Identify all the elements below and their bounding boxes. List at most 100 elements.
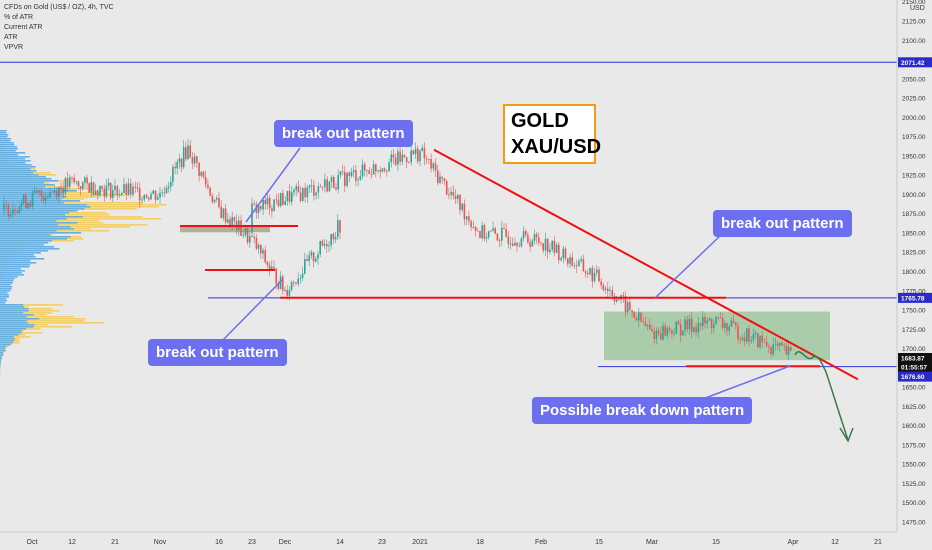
candle-body bbox=[573, 265, 576, 267]
candle-body bbox=[454, 195, 457, 200]
vpvr-bar-yellow bbox=[0, 326, 73, 328]
projection-arrow-head bbox=[839, 427, 854, 443]
vpvr-bar-yellow bbox=[0, 316, 74, 318]
candle-body bbox=[333, 177, 335, 188]
vpvr-bar-blue bbox=[0, 168, 31, 170]
candle-body bbox=[757, 333, 759, 348]
candle-body bbox=[397, 151, 399, 165]
candle-body bbox=[334, 237, 337, 240]
candle-body bbox=[423, 147, 426, 159]
candle-body bbox=[75, 181, 78, 183]
candle-body bbox=[717, 316, 719, 318]
currency-label: USD bbox=[910, 5, 925, 12]
candle-body bbox=[257, 244, 260, 249]
y-tick-label: 1800.00 bbox=[902, 269, 926, 276]
candle-body bbox=[266, 262, 269, 265]
candle-body bbox=[613, 296, 616, 302]
y-tick-label: 1925.00 bbox=[902, 173, 926, 180]
candle-body bbox=[697, 323, 700, 333]
candle-body bbox=[306, 259, 308, 261]
candle-body bbox=[282, 276, 284, 291]
candle-body bbox=[459, 194, 461, 211]
vpvr-bar-blue bbox=[0, 258, 45, 260]
candle-body bbox=[684, 319, 686, 331]
price-badge-label: 1676.60 bbox=[901, 374, 925, 381]
candle-body bbox=[542, 243, 544, 251]
candle-body bbox=[291, 192, 293, 202]
candle-body bbox=[737, 325, 739, 340]
candle-body bbox=[622, 295, 625, 297]
vpvr-bar-blue bbox=[0, 184, 55, 186]
candle-body bbox=[693, 327, 695, 332]
candle-body bbox=[688, 318, 691, 330]
candle-body bbox=[657, 330, 660, 334]
candle-body bbox=[615, 299, 618, 302]
candle-body bbox=[268, 265, 271, 269]
vpvr-bar-blue bbox=[0, 214, 66, 216]
vpvr-bar-yellow bbox=[0, 322, 104, 324]
callout-breakdown: Possible break down pattern bbox=[532, 397, 753, 424]
vpvr-bar-blue bbox=[0, 356, 3, 358]
candle-body bbox=[279, 276, 282, 289]
candle-body bbox=[328, 181, 331, 192]
candle-body bbox=[344, 172, 346, 187]
candle-body bbox=[596, 269, 598, 273]
vpvr-bar-yellow bbox=[0, 218, 162, 220]
candle-body bbox=[204, 177, 207, 185]
candle-body bbox=[417, 148, 419, 162]
candle-body bbox=[450, 192, 452, 195]
candle-body bbox=[275, 199, 278, 201]
pointer-right bbox=[654, 235, 721, 299]
price-badge-label: 1683.87 bbox=[901, 356, 925, 363]
candle-body bbox=[578, 260, 580, 267]
candle-body bbox=[211, 195, 214, 202]
vpvr-bar-blue bbox=[0, 344, 11, 346]
vpvr-bar-blue bbox=[0, 230, 57, 232]
candle-body bbox=[421, 147, 423, 151]
candle-body bbox=[310, 252, 313, 256]
candle-body bbox=[768, 346, 770, 347]
vpvr-bar-yellow bbox=[0, 202, 143, 204]
candle-body bbox=[103, 188, 106, 197]
candle-body bbox=[706, 320, 708, 324]
x-tick-label: Nov bbox=[154, 539, 167, 546]
candle-body bbox=[143, 195, 145, 200]
chart-legend-title: CFDs on Gold (US$ / OZ), 4h, TVC bbox=[4, 4, 114, 11]
candle-body bbox=[330, 234, 332, 246]
candle-body bbox=[180, 158, 183, 168]
candle-body bbox=[558, 244, 560, 260]
candle-body bbox=[178, 158, 181, 163]
vpvr-bar-blue bbox=[0, 322, 28, 324]
vpvr-bar-blue bbox=[0, 278, 15, 280]
x-tick-label: 14 bbox=[336, 539, 344, 546]
candle-body bbox=[323, 244, 326, 246]
candle-body bbox=[516, 243, 518, 246]
candle-body bbox=[752, 334, 755, 341]
candle-body bbox=[392, 154, 395, 158]
y-tick-label: 1600.00 bbox=[902, 423, 926, 430]
candle-body bbox=[726, 323, 728, 331]
candle-body bbox=[649, 324, 651, 329]
candle-body bbox=[90, 182, 93, 193]
vpvr-bar-blue bbox=[0, 292, 8, 294]
candle-body bbox=[64, 178, 67, 194]
candle-body bbox=[626, 302, 629, 312]
price-badge-label: 1765.78 bbox=[901, 295, 925, 302]
legend-indicator-pct-atr: % of ATR bbox=[4, 14, 34, 21]
vpvr-bar-blue bbox=[0, 170, 37, 172]
candle-body bbox=[388, 162, 390, 171]
vpvr-bar-blue bbox=[0, 164, 32, 166]
x-tick-label: Mar bbox=[646, 539, 659, 546]
candle-body bbox=[62, 188, 64, 194]
candle-body bbox=[136, 187, 139, 189]
gold-title-line1: GOLD bbox=[511, 110, 569, 132]
candle-body bbox=[721, 318, 724, 328]
candle-body bbox=[772, 344, 774, 355]
candle-body bbox=[511, 243, 514, 246]
candle-body bbox=[503, 228, 505, 229]
candle-body bbox=[368, 170, 370, 174]
vpvr-bar-blue bbox=[0, 306, 24, 308]
candle-body bbox=[264, 199, 267, 205]
candle-body bbox=[452, 192, 455, 196]
